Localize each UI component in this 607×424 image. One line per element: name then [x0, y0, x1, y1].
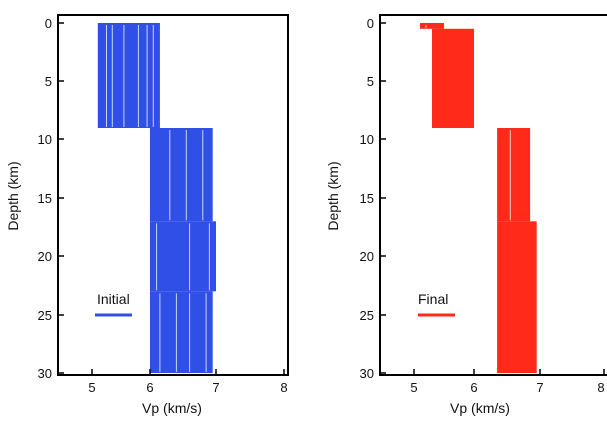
y-tick-label: 0 — [367, 16, 374, 31]
x-tick-label: 6 — [470, 380, 477, 395]
panel-initial: 0 5 10 15 20 25 30 5 6 7 8 Vp (km/s) Dep… — [5, 14, 289, 416]
vp-layer-3 — [497, 221, 537, 373]
y-axis: 0 5 10 15 20 25 30 — [38, 16, 64, 381]
y-axis: 0 5 10 15 20 25 30 — [360, 16, 386, 381]
vp-layer-0 — [97, 23, 160, 128]
vp-layers-final — [420, 23, 537, 373]
y-tick-label: 5 — [45, 74, 52, 89]
y-axis-label: Depth (km) — [325, 161, 341, 230]
x-tick-label: 8 — [597, 380, 604, 395]
y-tick-label: 0 — [45, 16, 52, 31]
y-tick-label: 30 — [38, 366, 52, 381]
x-axis-label: Vp (km/s) — [142, 400, 202, 416]
plot-frame — [379, 14, 607, 376]
x-axis: 5 6 7 8 — [88, 369, 288, 395]
y-tick-label: 10 — [38, 132, 52, 147]
vp-layer-2 — [497, 128, 531, 222]
vp-layers-initial — [97, 23, 216, 373]
plot-frame — [57, 14, 289, 376]
vp-layer-3 — [150, 291, 213, 373]
legend-label: Final — [418, 291, 448, 307]
x-tick-label: 7 — [212, 380, 219, 395]
legend: Initial — [95, 291, 132, 317]
legend-label: Initial — [97, 291, 130, 307]
y-tick-label: 5 — [367, 74, 374, 89]
y-tick-label: 25 — [360, 308, 374, 323]
x-tick-label: 5 — [88, 380, 95, 395]
legend: Final — [418, 291, 455, 317]
vp-layer-1 — [432, 28, 474, 128]
y-tick-label: 15 — [360, 191, 374, 206]
y-tick-label: 10 — [360, 132, 374, 147]
x-tick-label: 7 — [536, 380, 543, 395]
x-tick-label: 5 — [410, 380, 417, 395]
x-axis: 5 6 7 8 — [410, 369, 605, 395]
x-axis-label: Vp (km/s) — [450, 400, 510, 416]
x-tick-label: 8 — [280, 380, 287, 395]
panel-final: 0 5 10 15 20 25 30 5 6 7 8 Vp (km/s) Dep… — [325, 14, 607, 416]
y-tick-label: 30 — [360, 366, 374, 381]
vp-layer-2 — [150, 221, 216, 292]
y-tick-label: 20 — [38, 249, 52, 264]
y-tick-label: 20 — [360, 249, 374, 264]
x-tick-label: 6 — [146, 380, 153, 395]
y-tick-label: 15 — [38, 191, 52, 206]
y-axis-label: Depth (km) — [5, 161, 21, 230]
vp-layer-1 — [150, 128, 213, 222]
y-tick-label: 25 — [38, 308, 52, 323]
vp-layer-0 — [420, 23, 444, 29]
